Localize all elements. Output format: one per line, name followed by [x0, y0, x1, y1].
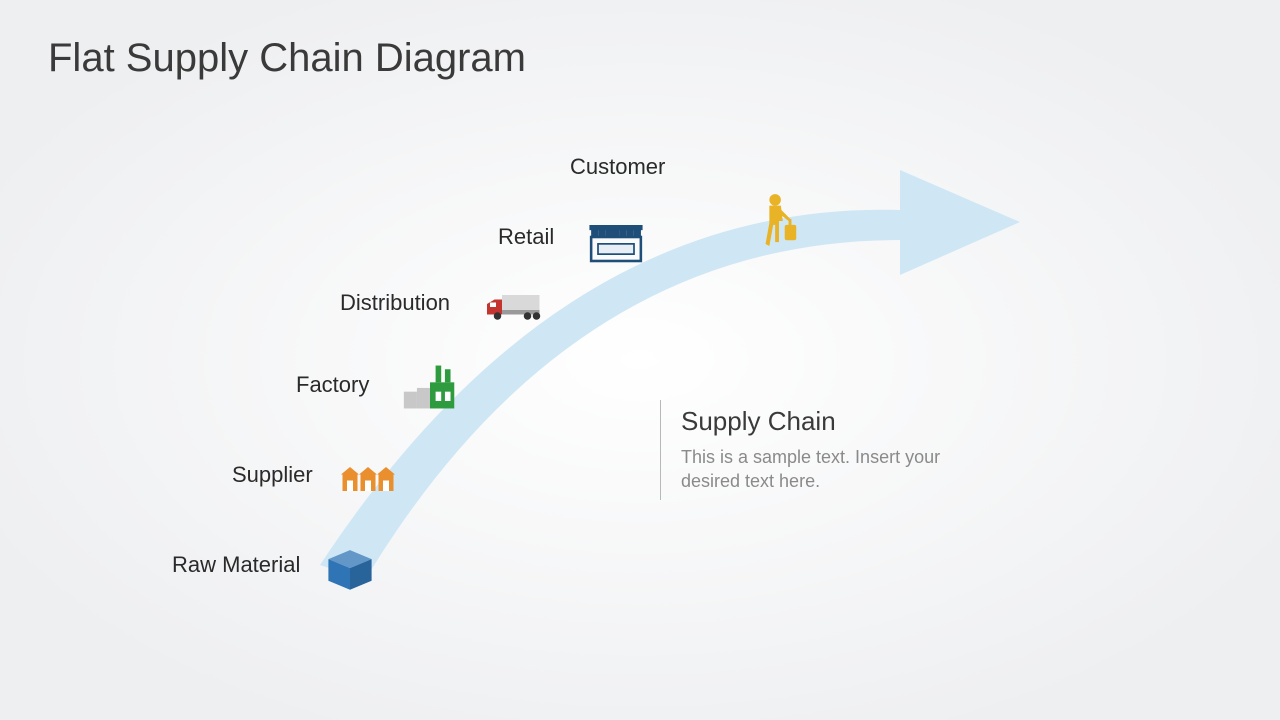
customer-icon [748, 196, 808, 246]
callout-body: This is a sample text. Insert your desir… [681, 445, 1001, 494]
stage-label-retail: Retail [498, 224, 554, 250]
flow-arrow [0, 0, 1280, 720]
raw-material-icon [320, 544, 380, 594]
stage-label-raw-material: Raw Material [172, 552, 300, 578]
stage-label-customer: Customer [570, 154, 665, 180]
callout-title: Supply Chain [681, 406, 1020, 437]
factory-icon [400, 362, 460, 412]
stage-label-distribution: Distribution [340, 290, 450, 316]
callout-panel: Supply Chain This is a sample text. Inse… [660, 400, 1020, 500]
supplier-icon [338, 454, 398, 504]
retail-icon [586, 218, 646, 268]
distribution-icon [484, 282, 544, 332]
stage-label-supplier: Supplier [232, 462, 313, 488]
slide-title: Flat Supply Chain Diagram [48, 36, 526, 81]
stage-label-factory: Factory [296, 372, 369, 398]
